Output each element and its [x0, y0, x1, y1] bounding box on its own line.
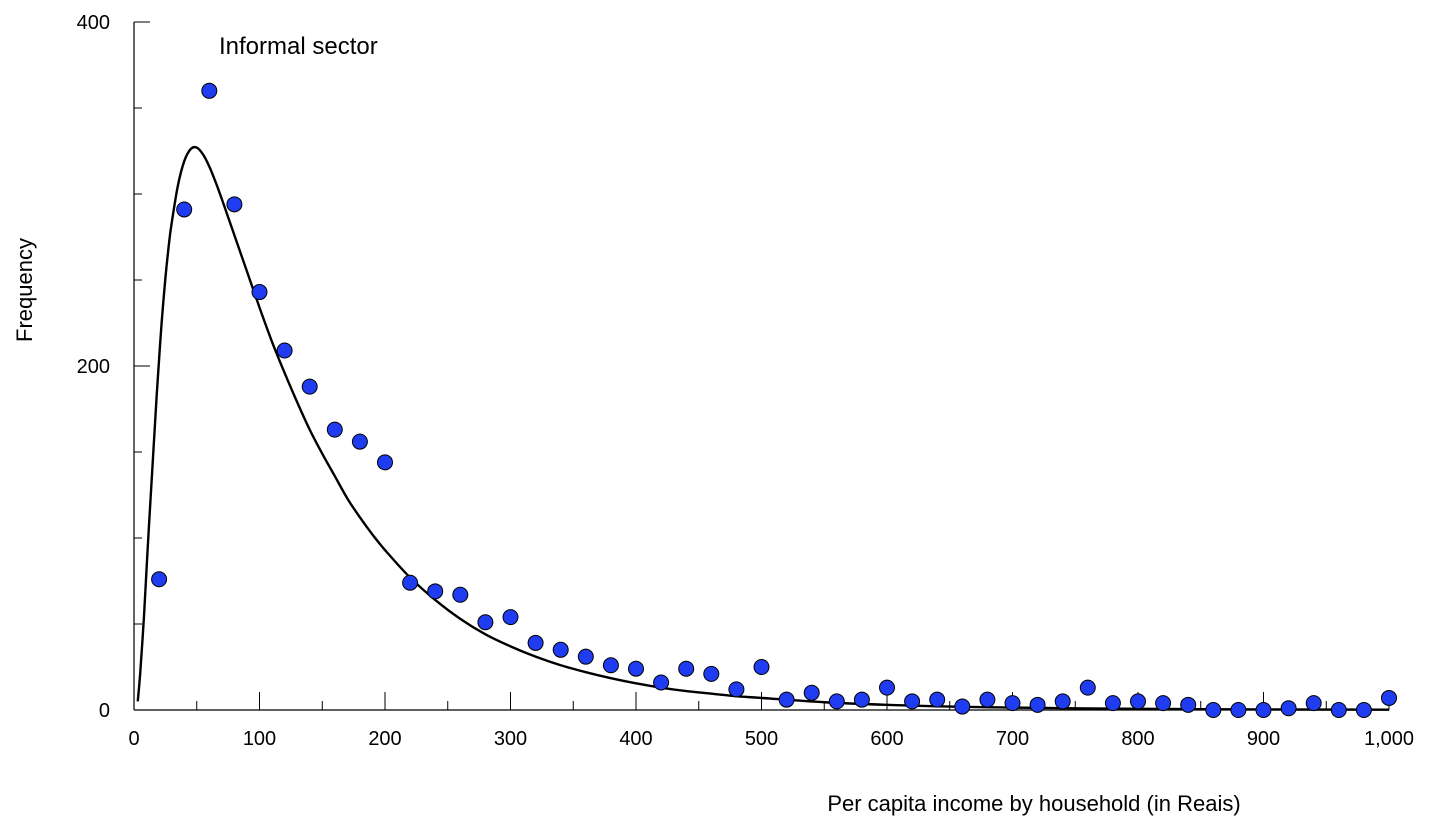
x-tick-label: 0	[128, 728, 139, 750]
data-point	[728, 681, 745, 698]
data-point	[577, 648, 594, 665]
data-point	[1130, 693, 1146, 710]
x-tick-label: 900	[1247, 728, 1280, 750]
data-point	[1054, 693, 1071, 710]
fitted-curve	[136, 145, 1390, 711]
data-point	[904, 693, 921, 710]
data-point	[979, 691, 996, 708]
chart-annotation: Informal sector	[219, 33, 378, 60]
data-point	[502, 609, 519, 626]
x-tick-label: 200	[368, 728, 401, 750]
data-point	[1104, 695, 1121, 712]
data-point	[1205, 702, 1222, 718]
data-point	[828, 693, 845, 710]
data-point	[1155, 695, 1172, 712]
x-tick-label: 100	[243, 728, 276, 750]
data-point	[1180, 696, 1197, 713]
data-point	[151, 571, 168, 588]
x-tick-label: 600	[870, 728, 903, 750]
data-point	[527, 634, 544, 651]
data-point	[326, 421, 343, 438]
x-tick-label: 300	[494, 728, 527, 750]
data-point	[1330, 702, 1347, 718]
data-point	[1004, 695, 1021, 712]
data-point	[1381, 689, 1397, 706]
data-point	[602, 657, 619, 674]
x-tick-label: 500	[745, 728, 778, 750]
data-point	[201, 82, 218, 99]
data-point	[1255, 702, 1272, 718]
data-point	[176, 201, 193, 218]
data-point	[1079, 679, 1096, 696]
data-point	[803, 684, 820, 701]
axes: 0 100 200 300 400 500 600 700 800 900 1,000 0 200 400	[77, 12, 1414, 750]
data-point	[678, 660, 695, 677]
data-point	[853, 691, 870, 708]
fitted-curve-layer	[136, 145, 1390, 711]
y-tick-label: 400	[77, 12, 110, 34]
y-tick-label: 0	[99, 700, 110, 722]
data-point	[402, 574, 419, 591]
data-point	[1280, 700, 1297, 717]
y-tick-label: 200	[77, 356, 110, 378]
data-point	[251, 284, 268, 301]
x-tick-label: 400	[619, 728, 652, 750]
data-point	[653, 674, 670, 691]
data-point	[276, 342, 293, 359]
data-point	[879, 679, 895, 696]
data-point	[703, 665, 720, 682]
data-point	[778, 691, 795, 708]
data-point	[552, 641, 569, 658]
x-axis-title: Per capita income by household (in Reais…	[827, 791, 1240, 816]
data-point	[226, 196, 243, 213]
x-tick-label: 1,000	[1364, 728, 1414, 750]
data-point	[377, 454, 393, 471]
data-point	[1305, 695, 1322, 712]
data-point	[301, 378, 318, 395]
data-point	[929, 691, 946, 708]
data-point	[1355, 702, 1372, 718]
data-point	[1230, 702, 1247, 718]
data-point	[452, 586, 469, 603]
data-point	[1029, 696, 1046, 713]
x-tick-label: 700	[996, 728, 1029, 750]
scatter-points-layer	[151, 82, 1397, 718]
data-point	[351, 433, 368, 450]
data-point	[477, 614, 494, 631]
y-axis-title: Frequency	[12, 238, 37, 342]
data-point	[427, 583, 444, 600]
data-point	[753, 659, 770, 675]
data-point	[954, 698, 971, 715]
data-point	[628, 660, 644, 677]
x-tick-label: 800	[1121, 728, 1154, 750]
